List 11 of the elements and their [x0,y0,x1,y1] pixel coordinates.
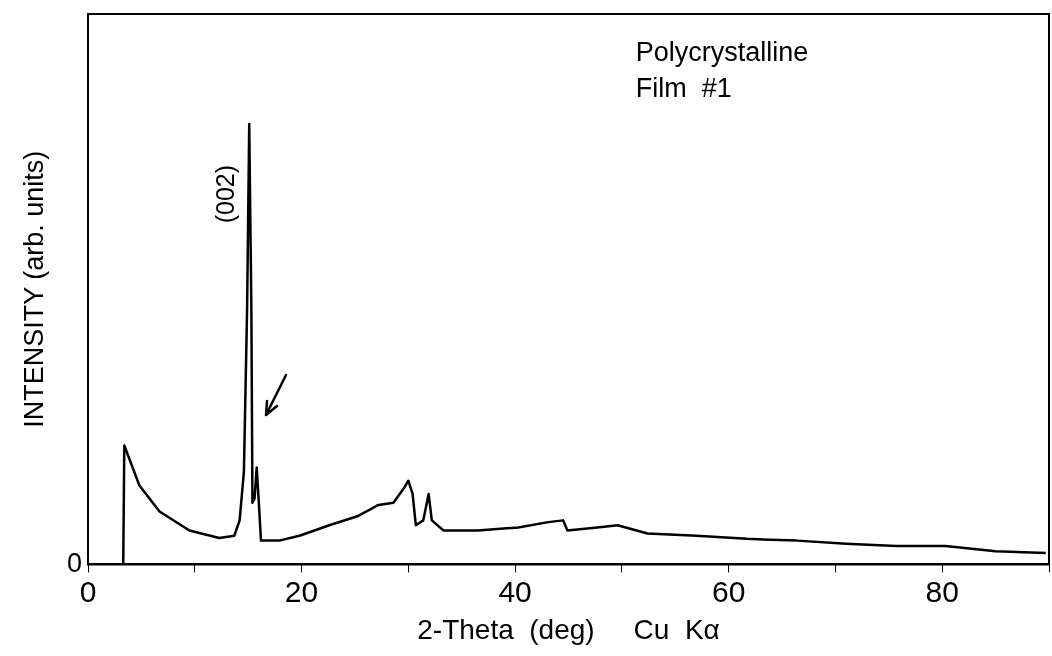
x-tick-label: 20 [284,574,319,608]
x-axis-title: 2-Theta (deg) Cu Kα [417,613,720,645]
x-tick-label: 40 [498,574,532,608]
x-tick-label: 0 [79,574,97,608]
text: Film #1 [635,73,732,104]
text: 0 [66,547,82,578]
x-tick-label: 60 [711,574,746,608]
text: Polycrystalline [635,37,809,68]
y-axis-title: INTENSITY (arb. units) [19,150,50,428]
annotation: (002) [211,164,240,224]
x-tick-label: 80 [925,574,959,608]
